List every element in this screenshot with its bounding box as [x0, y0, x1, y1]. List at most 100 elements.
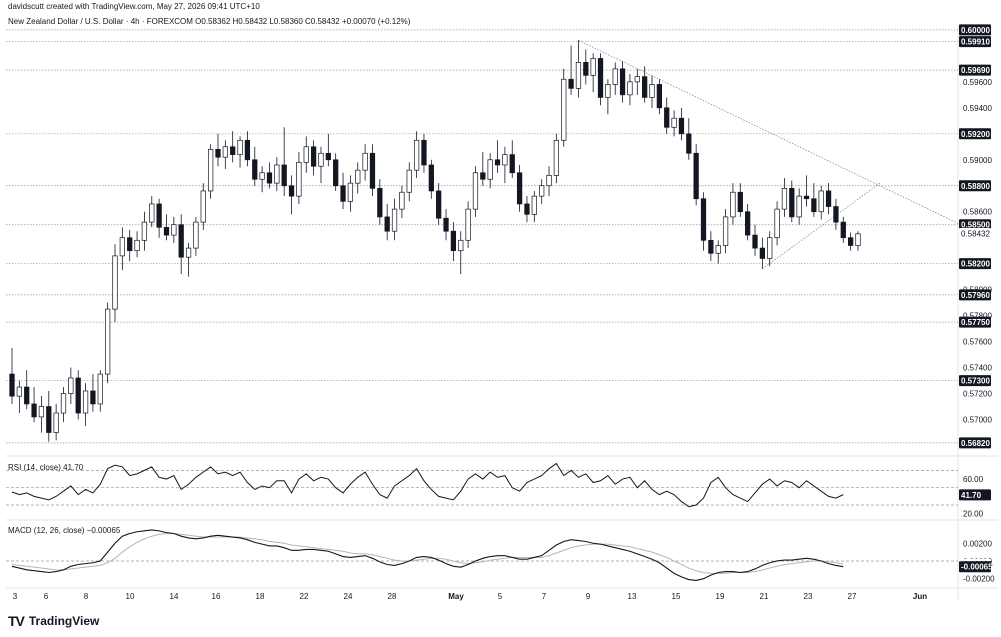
time-tick-label: 27	[848, 592, 857, 601]
candle-body	[656, 84, 663, 109]
candle-body	[105, 308, 111, 375]
candle-body	[450, 230, 457, 252]
macd-value-tag-bg	[959, 561, 991, 573]
price-tick-label: 0.57400	[963, 364, 992, 373]
candle-body	[60, 393, 67, 414]
candle-body	[480, 172, 486, 180]
candle-body	[127, 237, 133, 252]
candle-body	[465, 208, 471, 241]
macd-tick-label: -0.00200	[963, 575, 995, 584]
level-price-tag: 0.58200	[961, 260, 990, 269]
candle-body	[178, 224, 184, 258]
candle-body	[789, 187, 795, 218]
downtrend-line	[578, 39, 959, 224]
level-price-tag-bg	[959, 437, 991, 449]
candle-body	[627, 81, 633, 96]
candle-body	[590, 58, 596, 76]
candle-body	[737, 191, 743, 213]
level-price-tag-bg	[959, 128, 991, 140]
candle-body	[803, 195, 810, 200]
candle-body	[119, 237, 125, 257]
candle-body	[406, 169, 412, 193]
attribution-text: davidscutt created with TradingView.com,…	[8, 2, 260, 11]
candle-body	[399, 191, 405, 210]
candle-body	[259, 172, 265, 180]
candle-body	[575, 62, 582, 89]
candle-body	[281, 164, 287, 187]
candle-body	[494, 159, 501, 166]
candle-body	[774, 208, 780, 239]
level-price-tag: 0.56820	[961, 439, 990, 448]
level-price-tag: 0.59200	[961, 130, 990, 139]
time-tick-label: 24	[344, 592, 353, 601]
candle-body	[237, 139, 243, 155]
candle-body	[90, 390, 96, 405]
candle-body	[377, 187, 383, 218]
candle-body	[266, 172, 273, 184]
candle-body	[855, 233, 861, 246]
time-tick-label: 8	[84, 592, 89, 601]
level-price-tag-bg	[959, 180, 991, 192]
candle-body	[141, 221, 148, 241]
candle-body	[355, 169, 361, 184]
time-tick-label: 18	[256, 592, 265, 601]
candle-body	[767, 237, 773, 259]
candle-body	[156, 203, 162, 228]
tradingview-logo-icon: TV	[8, 613, 25, 629]
candle-body	[53, 412, 59, 433]
candle-body	[16, 386, 22, 397]
level-price-tag: 0.58500	[961, 221, 990, 230]
candle-body	[325, 152, 331, 161]
candle-body	[458, 239, 464, 252]
candle-body	[502, 154, 508, 166]
time-tick-label: 13	[628, 592, 637, 601]
candle-body	[46, 406, 52, 433]
rsi-value-tag-bg	[959, 489, 991, 501]
candle-body	[730, 191, 736, 218]
symbol-info: New Zealand Dollar / U.S. Dollar · 4h · …	[8, 17, 411, 26]
candle-body	[811, 198, 817, 213]
candle-body	[686, 133, 692, 154]
candle-body	[840, 221, 846, 239]
price-tick-label: 0.57800	[963, 312, 992, 321]
candle-body	[369, 152, 376, 189]
candle-body	[207, 149, 214, 192]
candle-body	[833, 206, 839, 223]
candle-body	[333, 159, 339, 187]
rsi-tick-label: 60.00	[963, 475, 984, 484]
candle-body	[583, 62, 589, 76]
level-price-tag-bg	[959, 258, 991, 270]
candle-body	[24, 386, 30, 405]
price-tick-label: 0.59400	[963, 104, 992, 113]
uptrend-line	[762, 182, 881, 270]
candle-body	[171, 224, 177, 236]
price-tick-label: 0.59600	[963, 78, 992, 87]
candle-body	[693, 152, 699, 200]
level-price-tag-bg	[959, 219, 991, 231]
macd-tick-label: 0.00200	[963, 539, 992, 548]
tradingview-name: TradingView	[28, 614, 100, 628]
candle-body	[531, 195, 537, 215]
price-tick-label: 0.57600	[963, 338, 992, 347]
candle-body	[288, 185, 295, 197]
candle-body	[274, 164, 280, 184]
time-tick-label: 14	[170, 592, 179, 601]
level-price-tag-bg	[959, 64, 991, 76]
last-price-tag: 0.58432	[961, 230, 990, 239]
candle-body	[391, 208, 398, 232]
level-price-tag-bg	[959, 289, 991, 301]
time-tick-label: 15	[672, 592, 681, 601]
candle-body	[524, 203, 530, 215]
time-tick-label: 28	[388, 592, 397, 601]
candle-body	[700, 198, 707, 241]
candle-body	[252, 159, 258, 180]
time-tick-label: 19	[716, 592, 725, 601]
time-tick-label: 7	[542, 592, 547, 601]
time-tick-label: 22	[300, 592, 309, 601]
candle-body	[31, 403, 37, 418]
tradingview-brand: TV TradingView	[8, 613, 99, 629]
candle-body	[722, 216, 729, 246]
candle-body	[561, 78, 567, 141]
candle-body	[193, 221, 199, 249]
